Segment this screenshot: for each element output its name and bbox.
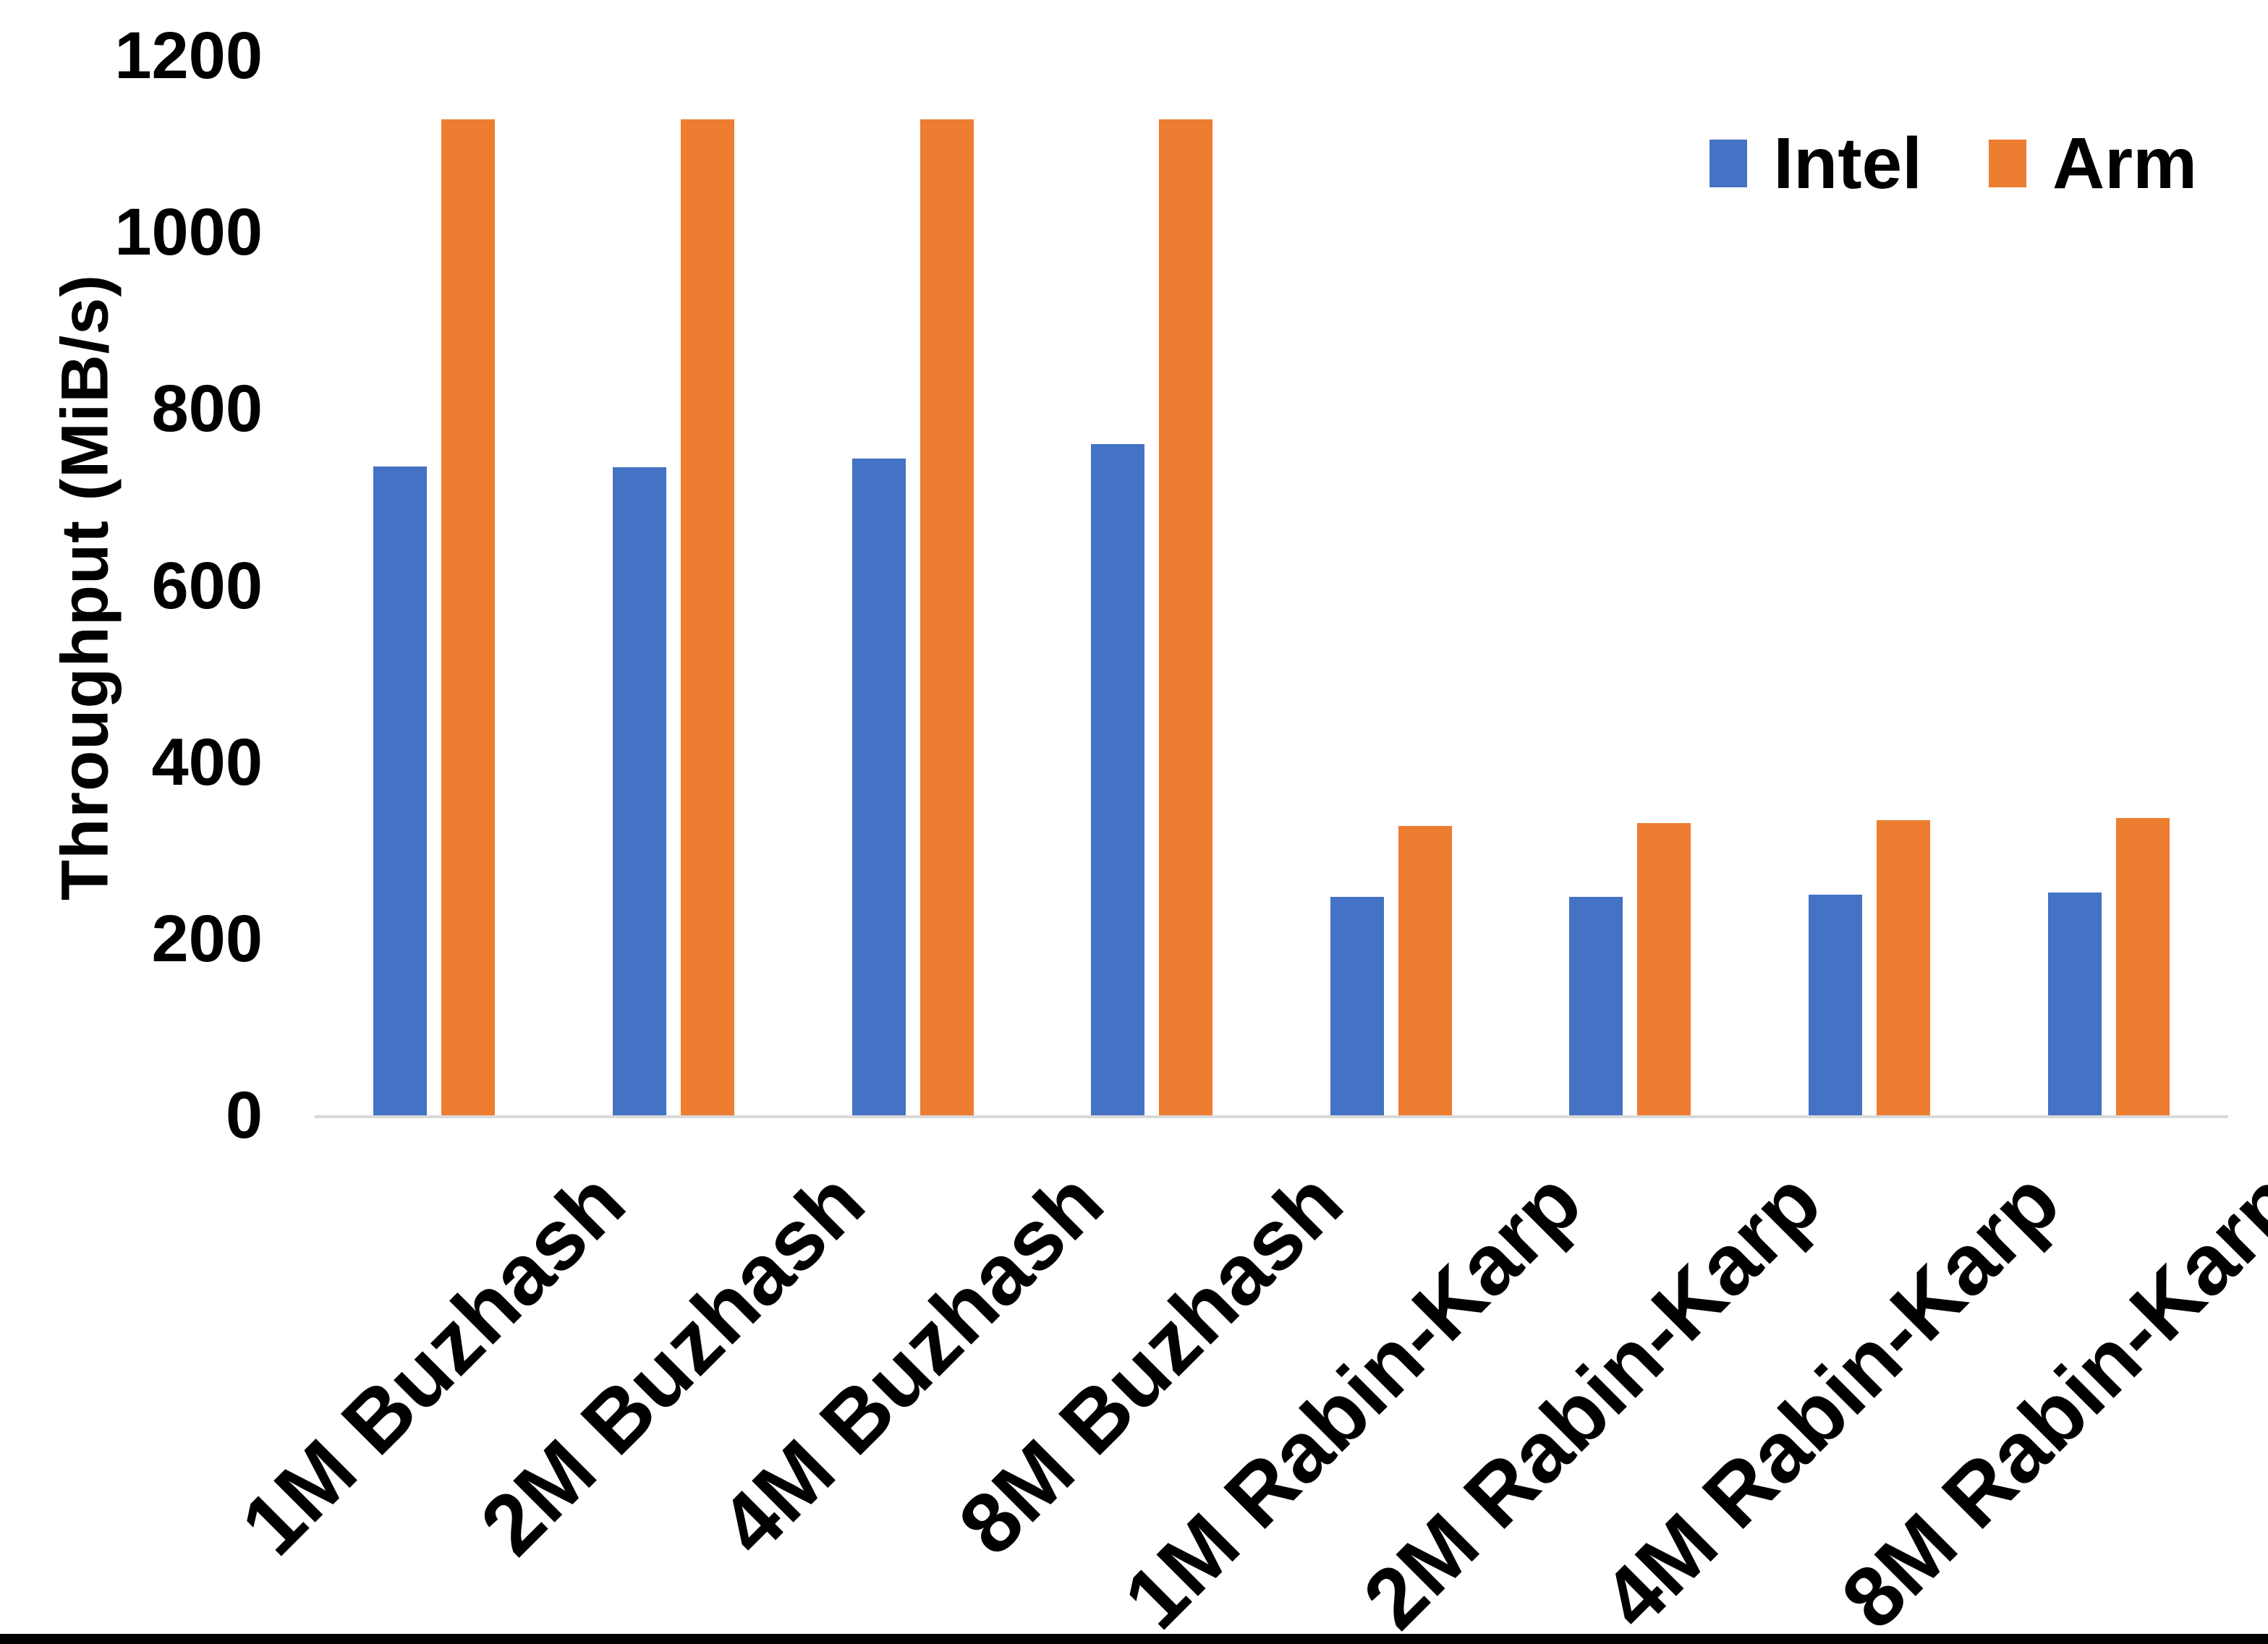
bar-intel-6	[1569, 897, 1623, 1115]
plot-area	[315, 56, 2228, 1118]
y-tick-label: 600	[151, 548, 263, 623]
bar-intel-2	[612, 467, 666, 1115]
bar-intel-5	[1330, 897, 1384, 1115]
bar-arm-3	[919, 119, 974, 1115]
bar-arm-7	[1877, 820, 1931, 1115]
y-tick-label: 800	[151, 372, 263, 446]
bar-intel-1	[373, 466, 428, 1115]
bar-arm-2	[680, 119, 734, 1115]
y-tick-label: 1200	[114, 19, 263, 93]
bar-arm-1	[441, 119, 496, 1115]
y-axis-title: Throughput (MiB/s)	[48, 273, 122, 901]
legend-label-intel: Intel	[1773, 123, 1922, 204]
legend: Intel Arm	[1710, 127, 2197, 200]
legend-swatch-arm	[1988, 140, 2026, 187]
bar-arm-5	[1398, 825, 1452, 1115]
legend-item-intel: Intel	[1710, 127, 1922, 200]
bar-arm-4	[1159, 119, 1213, 1115]
bar-intel-7	[1809, 894, 1863, 1115]
legend-swatch-intel	[1710, 140, 1748, 187]
y-tick-label: 0	[225, 1078, 263, 1152]
bar-arm-8	[2115, 817, 2170, 1115]
bar-intel-3	[851, 458, 906, 1115]
x-axis-line	[315, 1115, 2228, 1118]
bar-arm-6	[1637, 822, 1691, 1115]
y-tick-label: 200	[151, 901, 263, 976]
bottom-border	[0, 1634, 2268, 1644]
y-tick-label: 1000	[114, 195, 263, 270]
y-tick-label: 400	[151, 725, 263, 799]
legend-item-arm: Arm	[1988, 123, 2197, 204]
legend-label-arm: Arm	[2052, 123, 2197, 204]
bar-intel-8	[2047, 893, 2102, 1115]
x-category-label: 1M Rabin-Karp	[1106, 1154, 1600, 1644]
bar-intel-4	[1091, 444, 1145, 1115]
